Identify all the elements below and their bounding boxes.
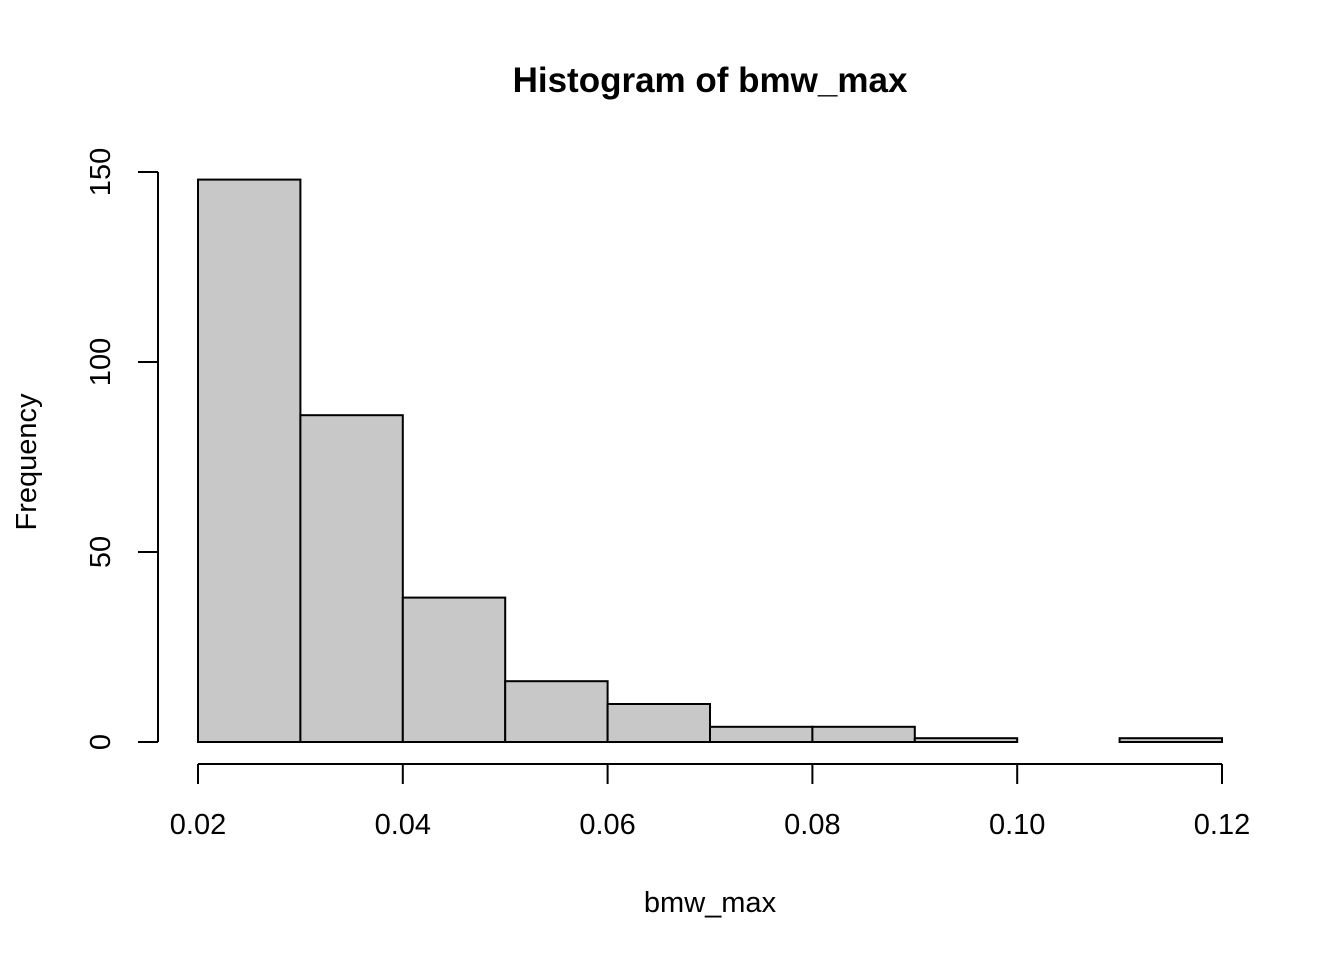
histogram-bar	[709, 725, 814, 743]
y-axis: 0 50 100 150	[85, 148, 159, 750]
y-tick-label: 100	[85, 338, 117, 386]
histogram-bar	[401, 596, 507, 743]
x-tick-label: 0.06	[579, 809, 635, 841]
x-tick-label: 0.02	[170, 809, 226, 841]
histogram-bar	[1118, 737, 1223, 744]
histogram-bar	[606, 703, 711, 743]
chart-title: Histogram of bmw_max	[513, 61, 908, 100]
bars-group	[197, 178, 1223, 744]
histogram-bar	[197, 178, 302, 744]
y-axis-label: Frequency	[11, 393, 43, 531]
histogram-bar	[913, 737, 1019, 744]
y-tick-label: 0	[85, 734, 117, 750]
histogram-bar	[811, 725, 916, 743]
x-tick-label: 0.10	[989, 809, 1045, 841]
x-tick-label: 0.04	[375, 809, 431, 841]
y-tick-label: 50	[85, 536, 117, 568]
x-axis-label: bmw_max	[644, 887, 777, 919]
x-tick-label: 0.08	[784, 809, 840, 841]
histogram-bar	[504, 680, 609, 744]
x-axis: 0.02 0.04 0.06 0.08 0.10 0.12	[170, 763, 1250, 841]
y-tick-label: 150	[85, 148, 117, 196]
histogram-bar	[299, 414, 404, 743]
x-tick-label: 0.12	[1194, 809, 1250, 841]
